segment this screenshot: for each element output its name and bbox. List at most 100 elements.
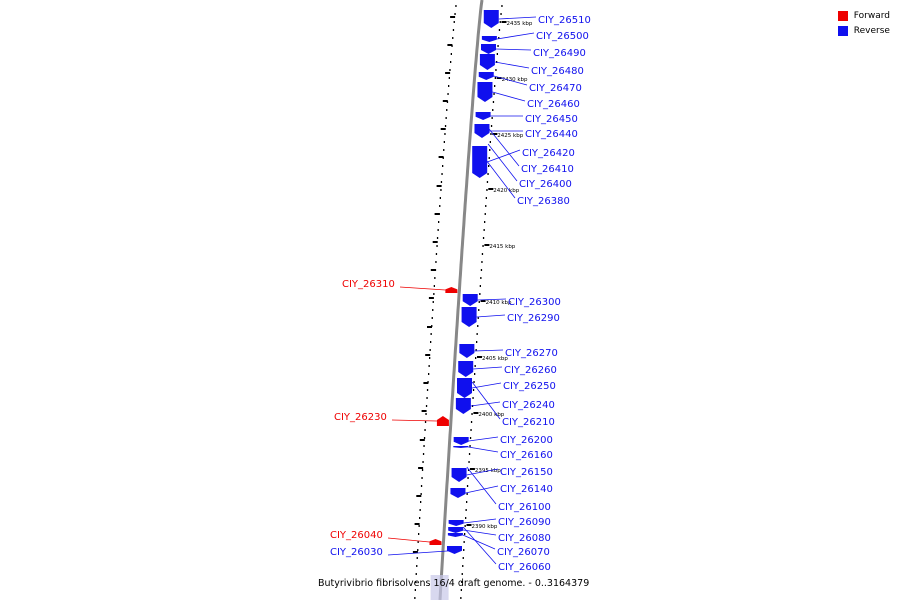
minor-tick bbox=[494, 85, 496, 87]
gene-glyph bbox=[458, 361, 474, 377]
minor-tick bbox=[475, 357, 477, 359]
gene-glyph bbox=[461, 307, 477, 327]
gene-ciy_26250[interactable]: CIY_26250 bbox=[457, 378, 556, 398]
major-tick bbox=[450, 16, 456, 18]
minor-tick bbox=[423, 445, 425, 447]
gene-ciy_26200[interactable]: CIY_26200 bbox=[453, 435, 553, 446]
gene-ciy_26140[interactable]: CIY_26140 bbox=[450, 484, 553, 498]
gene-ciy_26160[interactable]: CIY_26160 bbox=[453, 446, 553, 461]
gene-ciy_26040[interactable]: CIY_26040 bbox=[330, 530, 442, 545]
leader-line bbox=[486, 160, 516, 199]
leader-line bbox=[474, 349, 504, 352]
minor-tick bbox=[480, 277, 482, 279]
minor-tick bbox=[422, 461, 424, 463]
minor-tick bbox=[420, 501, 422, 503]
minor-tick bbox=[478, 309, 480, 311]
minor-tick bbox=[498, 29, 501, 31]
gene-ciy_26440[interactable]: CIY_26440 bbox=[474, 124, 578, 140]
gene-ciy_26470[interactable]: CIY_26470 bbox=[478, 72, 582, 94]
gene-ciy_26150[interactable]: CIY_26150 bbox=[451, 467, 553, 482]
gene-label: CIY_26490 bbox=[533, 48, 586, 59]
minor-tick bbox=[455, 5, 457, 7]
gene-label: CIY_26510 bbox=[538, 15, 591, 26]
gene-ciy_26300[interactable]: CIY_26300 bbox=[462, 294, 561, 308]
leader-line bbox=[399, 286, 446, 291]
gene-ciy_26290[interactable]: CIY_26290 bbox=[461, 307, 560, 327]
leader-line bbox=[487, 149, 521, 163]
minor-tick bbox=[444, 125, 447, 127]
gene-ciy_26030[interactable]: CIY_26030 bbox=[330, 546, 463, 558]
gene-label: CIY_26100 bbox=[498, 502, 551, 513]
gene-ciy_26070[interactable]: CIY_26070 bbox=[447, 533, 550, 558]
gene-ciy_26500[interactable]: CIY_26500 bbox=[481, 31, 589, 42]
gene-ciy_26400[interactable]: CIY_26400 bbox=[487, 143, 572, 190]
gene-ciy_26270[interactable]: CIY_26270 bbox=[459, 344, 558, 359]
gene-ciy_26210[interactable]: CIY_26210 bbox=[471, 381, 555, 428]
leader-line bbox=[488, 128, 520, 167]
gene-glyph bbox=[445, 287, 458, 293]
legend-forward: Forward bbox=[837, 8, 890, 23]
minor-tick bbox=[476, 333, 478, 335]
minor-tick bbox=[477, 325, 479, 327]
minor-tick bbox=[486, 181, 489, 183]
minor-tick bbox=[420, 493, 422, 495]
gene-label: CIY_26260 bbox=[504, 365, 557, 376]
axis-end-marker bbox=[430, 575, 449, 600]
major-tick bbox=[419, 439, 425, 441]
minor-tick bbox=[454, 13, 456, 15]
gene-ciy_26100[interactable]: CIY_26100 bbox=[466, 466, 551, 513]
gene-label: CIY_26040 bbox=[330, 530, 383, 541]
gene-ciy_26420[interactable]: CIY_26420 bbox=[472, 146, 575, 178]
kbp-tick-label: 2400 kbp bbox=[478, 412, 504, 418]
legend-reverse: Reverse bbox=[837, 23, 890, 38]
minor-tick bbox=[439, 205, 441, 207]
minor-tick bbox=[448, 77, 450, 79]
gene-ciy_26480[interactable]: CIY_26480 bbox=[479, 54, 584, 77]
minor-tick bbox=[483, 229, 485, 231]
gene-ciy_26310[interactable]: CIY_26310 bbox=[342, 279, 458, 293]
minor-tick bbox=[489, 149, 491, 151]
gene-label: CIY_26500 bbox=[536, 31, 589, 42]
gene-ciy_26510[interactable]: CIY_26510 bbox=[483, 10, 591, 28]
leader-line bbox=[462, 526, 497, 565]
gene-label: CIY_26460 bbox=[527, 99, 580, 110]
gene-ciy_26090[interactable]: CIY_26090 bbox=[448, 517, 551, 528]
gene-ciy_26490[interactable]: CIY_26490 bbox=[481, 44, 586, 59]
major-tick bbox=[414, 523, 420, 525]
gene-label: CIY_26140 bbox=[500, 484, 553, 495]
leader-line bbox=[465, 485, 499, 494]
minor-tick bbox=[462, 557, 464, 559]
gene-ciy_26460[interactable]: CIY_26460 bbox=[477, 82, 580, 110]
gene-ciy_26080[interactable]: CIY_26080 bbox=[448, 527, 551, 544]
kbp-tick-label: 2415 kbp bbox=[489, 244, 515, 250]
minor-tick bbox=[452, 29, 455, 31]
minor-tick bbox=[479, 285, 481, 287]
gene-ciy_26380[interactable]: CIY_26380 bbox=[486, 160, 570, 207]
gene-ciy_26410[interactable]: CIY_26410 bbox=[488, 128, 574, 175]
gene-ciy_26260[interactable]: CIY_26260 bbox=[458, 361, 557, 377]
minor-tick bbox=[450, 53, 452, 55]
minor-tick bbox=[474, 365, 476, 367]
gene-ciy_26060[interactable]: CIY_26060 bbox=[462, 526, 551, 573]
minor-tick bbox=[492, 101, 495, 103]
kbp-tick-mark bbox=[466, 524, 472, 526]
minor-tick bbox=[486, 189, 488, 191]
gene-glyph bbox=[451, 468, 467, 482]
minor-tick bbox=[428, 373, 430, 375]
leader-line bbox=[496, 32, 535, 40]
kbp-tick-label: 2425 kbp bbox=[497, 133, 523, 139]
gene-ciy_26240[interactable]: CIY_26240 bbox=[455, 398, 555, 414]
minor-tick bbox=[466, 485, 469, 487]
minor-tick bbox=[453, 21, 455, 23]
gene-label: CIY_26150 bbox=[500, 467, 553, 478]
leader-line bbox=[463, 518, 497, 524]
minor-tick bbox=[416, 557, 418, 559]
gene-ciy_26230[interactable]: CIY_26230 bbox=[334, 412, 449, 426]
gene-label: CIY_26210 bbox=[502, 417, 555, 428]
gene-ciy_26450[interactable]: CIY_26450 bbox=[475, 112, 578, 125]
kbp-tick-mark bbox=[484, 244, 490, 246]
minor-tick bbox=[485, 197, 487, 199]
minor-tick bbox=[429, 357, 431, 359]
major-tick bbox=[423, 382, 429, 384]
minor-tick bbox=[460, 597, 462, 599]
